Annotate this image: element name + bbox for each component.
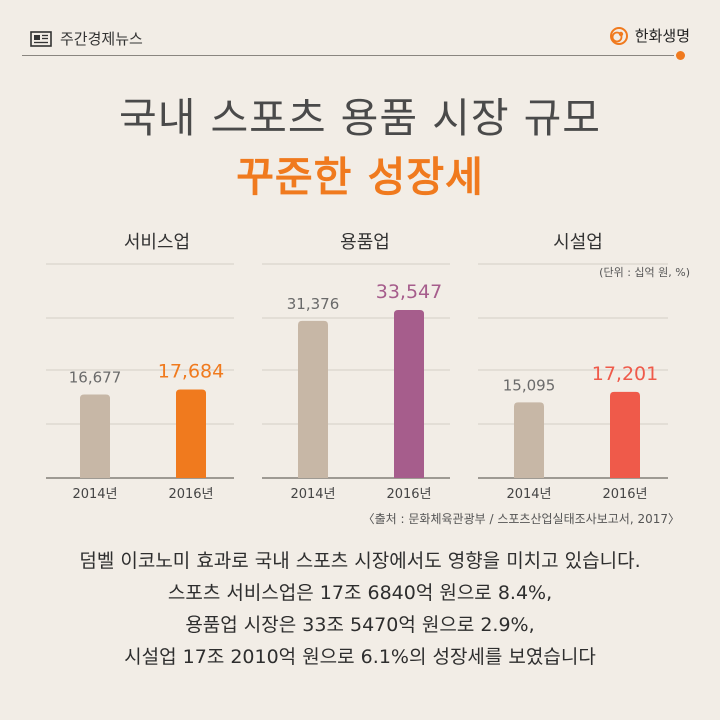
bar — [80, 394, 110, 478]
source-note: 〈출처 : 문화체육관광부 / 스포츠산업실태조사보고서, 2017〉 — [362, 512, 680, 526]
body-line-1: 덤벨 이코노미 효과로 국내 스포츠 시장에서도 영향을 미치고 있습니다. — [79, 550, 641, 572]
body-line-4: 시설업 17조 2010억 원으로 6.1%의 성장세를 보였습니다 — [124, 646, 596, 668]
bar — [176, 389, 206, 478]
unit-note: (단위 : 십억 원, %) — [599, 266, 690, 279]
data-label: 15,095 — [503, 376, 556, 394]
data-label: 33,547 — [376, 281, 442, 303]
brand-right: 한화생명 — [609, 25, 690, 46]
page-title: 국내 스포츠 용품 시장 규모 — [118, 94, 602, 142]
tick-label: 2016년 — [602, 487, 647, 502]
brand-left: 주간경제뉴스 — [30, 28, 143, 49]
bar — [298, 320, 328, 478]
header-dot — [676, 51, 685, 60]
data-label: 16,677 — [69, 368, 122, 386]
body-text: 덤벨 이코노미 효과로 국내 스포츠 시장에서도 영향을 미치고 있습니다. 스… — [0, 545, 720, 673]
newspaper-icon — [30, 30, 52, 47]
tick-label: 2014년 — [506, 487, 551, 502]
brand-name: 한화생명 — [634, 27, 690, 45]
tick-label: 2016년 — [386, 487, 431, 502]
data-label: 17,201 — [592, 363, 658, 385]
panel-title-goods: 용품업 — [340, 232, 390, 253]
header-divider — [22, 55, 674, 56]
body-line-2: 스포츠 서비스업은 17조 6840억 원으로 8.4%, — [167, 582, 553, 604]
hanwha-logo-icon — [609, 26, 628, 45]
body-line-3: 용품업 시장은 33조 5470억 원으로 2.9%, — [185, 614, 535, 636]
tick-label: 2016년 — [168, 487, 213, 502]
panel-title-facility: 시설업 — [553, 232, 603, 253]
bar — [514, 402, 544, 478]
series-label: 주간경제뉴스 — [60, 30, 143, 48]
header-bar: 주간경제뉴스 한화생명 — [0, 0, 720, 60]
page-subtitle: 꾸준한 성장세 — [236, 153, 484, 201]
bar — [394, 310, 424, 478]
bar — [610, 391, 640, 478]
data-label: 31,376 — [287, 295, 340, 313]
bar-charts: 16,677 2014년 17,684 2016년 31,376 2014년 33,547 2… — [46, 263, 668, 502]
data-label: 17,684 — [158, 360, 224, 382]
tick-label: 2014년 — [290, 487, 335, 502]
tick-label: 2014년 — [72, 487, 117, 502]
panel-title-service: 서비스업 — [123, 232, 191, 253]
